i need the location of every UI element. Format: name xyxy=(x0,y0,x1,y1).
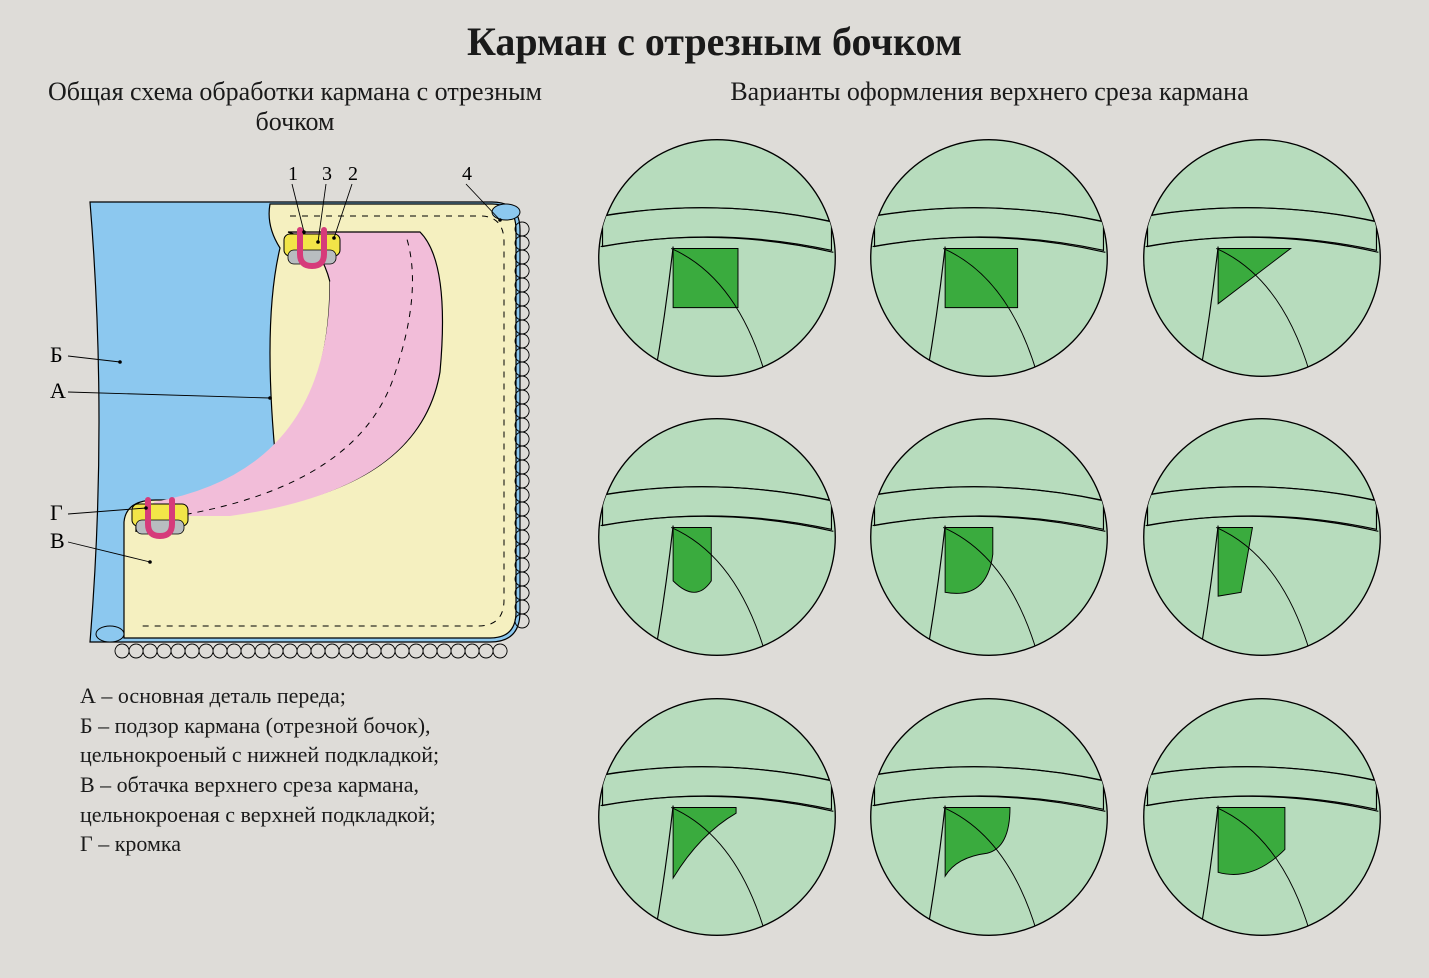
legend-line: В – обтачка верхнего среза кармана, xyxy=(80,770,560,800)
variant-8 xyxy=(858,682,1120,952)
variant-circle xyxy=(1144,419,1381,656)
variants-grid xyxy=(580,117,1399,958)
right-subtitle: Варианты оформления верхнего среза карма… xyxy=(580,77,1399,107)
waist-roll xyxy=(492,204,520,220)
variant-circle xyxy=(599,419,836,656)
legend-line: цельнокроеный с нижней подкладкой; xyxy=(80,740,560,770)
variant-4 xyxy=(586,403,848,673)
legend-line: Г – кромка xyxy=(80,829,560,859)
pocket-shape xyxy=(673,528,711,593)
variant-1 xyxy=(586,123,848,393)
pocket-shape xyxy=(946,248,1018,307)
variant-5 xyxy=(858,403,1120,673)
variant-2 xyxy=(858,123,1120,393)
num-label: 1 xyxy=(288,163,298,185)
let-label: А xyxy=(50,378,66,403)
num-label: 4 xyxy=(462,163,472,185)
main-diagram: 1 32 4 БА ГВ xyxy=(30,147,560,667)
variant-6 xyxy=(1131,403,1393,673)
page-title: Карман с отрезным бочком xyxy=(0,18,1429,65)
legend: А – основная деталь переда;Б – подзор ка… xyxy=(80,681,560,859)
num-label: 2 xyxy=(348,163,358,185)
left-column: Общая схема обработки кармана с отрезным… xyxy=(30,71,560,958)
legend-line: А – основная деталь переда; xyxy=(80,681,560,711)
let-label: Г xyxy=(50,500,63,525)
seam-grey xyxy=(288,250,336,264)
content-columns: Общая схема обработки кармана с отрезным… xyxy=(0,71,1429,978)
seam-grey xyxy=(136,520,184,534)
legend-line: цельнокроеная с верхней подкладкой; xyxy=(80,800,560,830)
left-subtitle: Общая схема обработки кармана с отрезным… xyxy=(30,77,560,137)
num-label: 3 xyxy=(322,163,332,185)
variant-9 xyxy=(1131,682,1393,952)
variant-7 xyxy=(586,682,848,952)
legend-line: Б – подзор кармана (отрезной бочок), xyxy=(80,711,560,741)
let-label: В xyxy=(50,528,65,553)
let-label: Б xyxy=(50,342,63,367)
variant-3 xyxy=(1131,123,1393,393)
right-column: Варианты оформления верхнего среза карма… xyxy=(580,71,1399,958)
hem-roll xyxy=(96,626,124,642)
pocket-shape xyxy=(673,248,738,307)
